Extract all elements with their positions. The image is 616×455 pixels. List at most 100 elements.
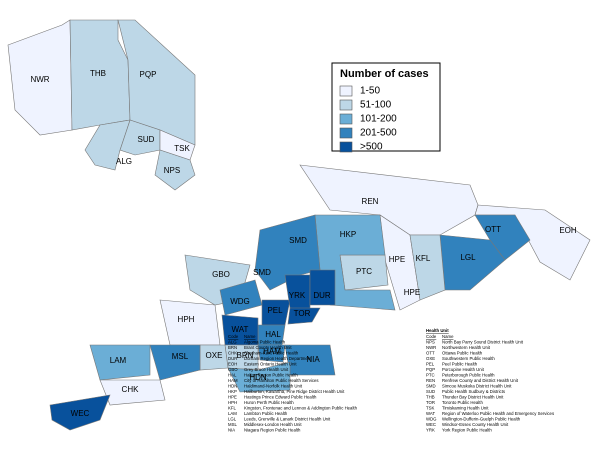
legend-swatch xyxy=(339,141,353,153)
region-label: HDN xyxy=(249,373,267,382)
table-name: Niagara Region Public Health xyxy=(244,428,301,433)
table-code: WAT xyxy=(426,411,435,416)
legend-label: 1-50 xyxy=(360,86,380,97)
table-code: WDG xyxy=(426,417,437,422)
table-name: Eastern Ontario Health Unit xyxy=(244,362,297,367)
legend: 1-50 51-100 101-200 201-500 >500 xyxy=(339,86,397,153)
table-name: Lambton Public Health xyxy=(244,411,288,416)
region-label: SMD xyxy=(253,268,271,277)
table-name: Algoma Public Health xyxy=(244,340,286,345)
table-code: HDN xyxy=(228,384,237,389)
table-name: Windsor-Essex County Health Unit xyxy=(442,422,509,427)
table-name: Brant County Health Unit xyxy=(244,345,292,350)
region-label: TOR xyxy=(294,309,311,318)
table-code: HPH xyxy=(228,400,237,405)
table-code: ALG xyxy=(228,340,237,345)
region-label: OXE xyxy=(206,351,223,360)
region-label: ALG xyxy=(116,157,132,166)
table-name: Kingston, Frontenac and Lennox & Addingt… xyxy=(244,406,358,411)
region-label: CHK xyxy=(122,385,140,394)
region-label: NIA xyxy=(306,355,320,364)
table-code: WEC xyxy=(426,422,436,427)
table-name: Huron Perth Public Health xyxy=(244,400,294,405)
table-code: PEL xyxy=(426,362,435,367)
region-label: HPE xyxy=(389,255,405,264)
table-code: OXE xyxy=(426,356,435,361)
table-header: Name xyxy=(442,334,454,339)
table-code: KFL xyxy=(228,406,236,411)
table-name: Leeds, Grenville & Lanark District Healt… xyxy=(244,417,331,422)
region-label: PQP xyxy=(140,70,157,79)
region xyxy=(149,344,201,381)
region xyxy=(84,119,131,171)
table-name: York Region Public Health xyxy=(442,428,492,433)
table-code: SUD xyxy=(426,389,435,394)
table-name: Toronto Public Health xyxy=(442,400,483,405)
legend-swatch xyxy=(339,99,353,111)
table-code: HAM xyxy=(228,378,238,383)
region-labels: NWR THB PQP SUD TSK ALG NPS REN HPE EOH OTT LGL KFL P… xyxy=(30,69,576,418)
table-code: OTT xyxy=(426,351,435,356)
table-name: Halton Region Public Health xyxy=(244,373,298,378)
region-label: HKP xyxy=(340,230,356,239)
region-label: NWR xyxy=(30,75,49,84)
legend-swatch xyxy=(339,127,353,139)
region-label: HPH xyxy=(178,315,195,324)
region-label: REN xyxy=(362,197,379,206)
region xyxy=(409,234,446,301)
table-name: Middlesex-London Health Unit xyxy=(244,422,302,427)
table-header: Name xyxy=(244,334,256,339)
table-name: Renfrew County and District Health Unit xyxy=(442,378,519,383)
region-label: TSK xyxy=(174,144,190,153)
regions xyxy=(7,19,591,431)
region-label: NPS xyxy=(164,166,180,175)
region-label: KFL xyxy=(416,254,431,263)
table-name: Timiskaming Health Unit xyxy=(442,406,489,411)
region-label: BRN xyxy=(237,351,254,360)
region-label: HAM xyxy=(263,347,281,356)
legend-label: 51-100 xyxy=(360,100,392,111)
table-name: Grey Bruce Health Unit xyxy=(244,367,289,372)
table-name: Public Health Sudbury & Districts xyxy=(442,389,505,394)
table-name: Haldimand-Norfolk Health Unit xyxy=(244,384,303,389)
region-label: MSL xyxy=(172,352,189,361)
region xyxy=(49,394,111,431)
legend-label: 201-500 xyxy=(360,128,397,139)
table-name: Wellington-Dufferin-Guelph Public Health xyxy=(442,417,521,422)
table-code: REN xyxy=(426,378,435,383)
legend-swatch xyxy=(339,113,353,125)
table-code: GBO xyxy=(228,367,238,372)
table-code: TSK xyxy=(426,406,434,411)
table-code: PQP xyxy=(426,367,435,372)
table-name: Porcupine Health Unit xyxy=(442,367,485,372)
table-name: Southwestern Public Health xyxy=(442,356,495,361)
table-code: HAL xyxy=(228,373,237,378)
region xyxy=(474,214,531,261)
table-name: Region of Waterloo Public Health and Eme… xyxy=(442,411,554,416)
legend-title: Number of cases xyxy=(340,68,429,80)
table-code: NWR xyxy=(426,345,436,350)
table-code: DUR xyxy=(228,356,237,361)
region-label: WEC xyxy=(71,409,90,418)
table-code: THB xyxy=(426,395,435,400)
region xyxy=(309,269,336,306)
table-code: LGL xyxy=(228,417,237,422)
region-label: PTC xyxy=(356,267,372,276)
table-name: City of Hamilton Public Health Services xyxy=(244,378,319,383)
table-code: HPE xyxy=(228,395,237,400)
table-name: Hastings Prince Edward Public Health xyxy=(244,395,317,400)
table-code: BRN xyxy=(228,345,237,350)
region-label: LAM xyxy=(110,356,127,365)
region-label: SMD xyxy=(289,236,307,245)
region-label: HPE xyxy=(404,288,420,297)
table-name: North Bay Parry Sound District Health Un… xyxy=(442,340,524,345)
table-code: EOH xyxy=(228,362,237,367)
table-code: TOR xyxy=(426,400,435,405)
region-label: GBO xyxy=(212,270,230,279)
region xyxy=(287,307,321,325)
region-label: YRK xyxy=(289,291,306,300)
table-code: NIA xyxy=(228,428,235,433)
table-name: Peterborough Public Health xyxy=(442,373,495,378)
table-code: MSL xyxy=(228,422,237,427)
